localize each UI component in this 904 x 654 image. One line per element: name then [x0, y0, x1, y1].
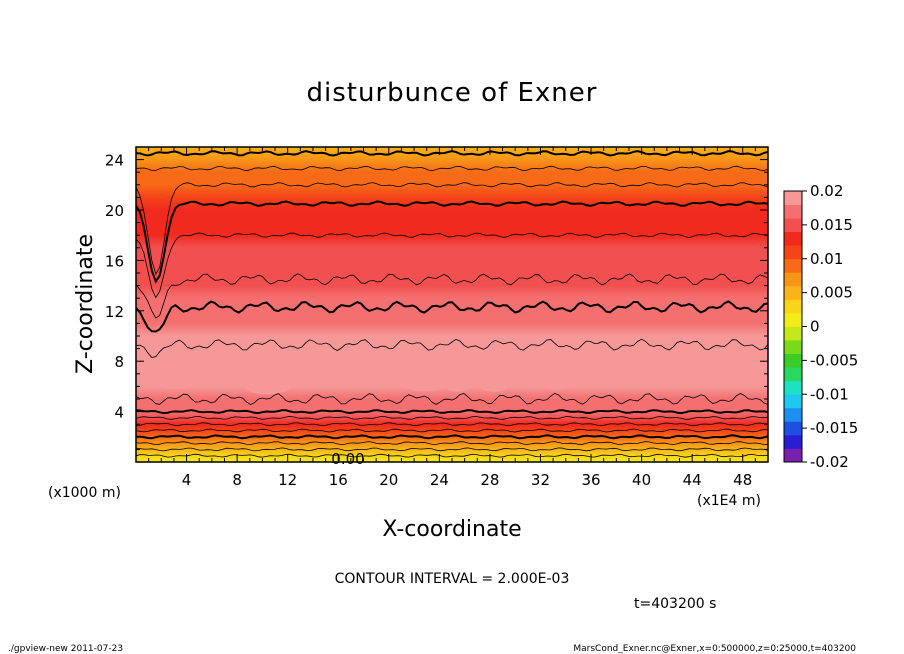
chart-title: disturbunce of Exner — [307, 78, 598, 108]
value-blob — [694, 342, 742, 365]
y-tick-label: 8 — [114, 353, 124, 371]
contour-line — [136, 428, 768, 433]
x-tick-label: 36 — [581, 471, 600, 489]
x-tick-label: 24 — [430, 471, 449, 489]
value-blob — [210, 347, 263, 365]
y-axis-title: Z-coordinate — [73, 234, 98, 374]
y-tick-label: 24 — [105, 152, 124, 170]
contour-lines — [136, 150, 768, 458]
contour-line — [136, 434, 768, 440]
value-blob — [518, 373, 554, 389]
colorbar-label: -0.015 — [810, 419, 858, 437]
x-tick-label: 40 — [632, 471, 651, 489]
colorbar-bin — [784, 218, 802, 233]
x-tick-label: 4 — [182, 471, 192, 489]
colorbar-bin — [784, 367, 802, 382]
colorbar-bin — [784, 299, 802, 314]
contour-line — [136, 200, 768, 284]
value-blob — [360, 359, 384, 384]
x-tick-label: 8 — [232, 471, 242, 489]
colorbar-label: 0.005 — [810, 284, 853, 302]
colorbar-bin — [784, 394, 802, 409]
colorbar-bin — [784, 380, 802, 395]
field-background — [136, 147, 768, 462]
colorbar-label: 0.01 — [810, 250, 843, 268]
x-tick-label: 20 — [379, 471, 398, 489]
value-blob — [311, 341, 332, 360]
value-blob — [478, 374, 511, 392]
y-ticks: 4 8 12 16 20 24 — [105, 146, 768, 450]
contour-line — [136, 409, 768, 415]
contour-line — [136, 232, 768, 299]
y-tick-label: 4 — [114, 404, 124, 422]
contour-line — [136, 338, 768, 358]
value-blob — [532, 355, 585, 378]
colorbar-bin — [784, 353, 802, 368]
contour-zero-label: 0.00 — [331, 450, 364, 468]
colorbar-bin — [784, 258, 802, 273]
contour-line — [136, 392, 768, 406]
contour-line — [136, 441, 768, 446]
contour-line — [136, 150, 768, 157]
contour-line — [136, 422, 768, 427]
x-tick-label: 28 — [480, 471, 499, 489]
colorbar-bin — [784, 421, 802, 436]
x-ticks: 4 8 12 16 20 24 28 32 36 40 44 48 — [148, 147, 769, 489]
value-blob — [398, 371, 453, 392]
colorbar: 0.02 0.015 0.01 0.005 0 -0.005 -0.01 -0.015 -0.0… — [783, 182, 858, 471]
y-tick-label: 16 — [105, 252, 124, 270]
colorbar-bin — [784, 285, 802, 300]
colorbar-label: 0 — [810, 318, 820, 336]
x-unit-label: (x1E4 m) — [697, 493, 761, 509]
colorbar-label: 0.015 — [810, 216, 853, 234]
contour-line — [136, 300, 768, 333]
colorbar-label: -0.01 — [810, 385, 849, 403]
x-tick-label: 32 — [531, 471, 550, 489]
x-axis-title: X-coordinate — [382, 517, 521, 542]
colorbar-bin — [784, 191, 802, 205]
x-tick-label: 44 — [683, 471, 702, 489]
colorbar-bin — [784, 407, 802, 422]
colorbar-bin — [784, 245, 802, 260]
colorbar-bin — [784, 272, 802, 287]
colorbar-bin — [784, 312, 802, 327]
contour-line — [136, 273, 768, 319]
colorbar-label: -0.02 — [810, 453, 849, 471]
value-blob — [185, 362, 214, 380]
colorbar-bin — [784, 340, 802, 354]
y-tick-label: 12 — [105, 303, 124, 321]
colorbar-label: -0.005 — [810, 351, 858, 369]
y-tick-label: 20 — [105, 202, 124, 220]
contour-line — [136, 415, 768, 420]
colorbar-bin — [784, 448, 802, 463]
x-tick-label: 12 — [278, 471, 297, 489]
footer-left: ./gpview-new 2011-07-23 — [8, 644, 123, 654]
contour-line — [136, 447, 768, 452]
y-unit-label: (x1000 m) — [48, 485, 121, 501]
value-blob — [196, 345, 220, 361]
contour-line — [136, 453, 768, 458]
time-label: t=403200 s — [634, 596, 716, 612]
value-blob — [622, 372, 649, 387]
colorbar-bin — [784, 326, 802, 341]
high-value-blobs — [153, 337, 753, 395]
value-blob — [467, 337, 510, 361]
value-blob — [716, 362, 753, 383]
x-tick-label: 48 — [733, 471, 752, 489]
contour-interval: CONTOUR INTERVAL = 2.000E-03 — [335, 571, 570, 587]
value-blob — [262, 362, 284, 384]
value-blob — [501, 355, 525, 381]
x-tick-label: 16 — [329, 471, 348, 489]
colorbar-bin — [784, 231, 802, 246]
colorbar-bin — [784, 434, 802, 449]
value-blob — [224, 368, 261, 384]
footer-right: MarsCond_Exner.nc@Exner,x=0:500000,z=0:2… — [573, 644, 856, 654]
contour-line — [136, 182, 768, 276]
colorbar-bin — [784, 204, 802, 219]
contour-line — [136, 165, 768, 172]
colorbar-label: 0.02 — [810, 182, 843, 200]
